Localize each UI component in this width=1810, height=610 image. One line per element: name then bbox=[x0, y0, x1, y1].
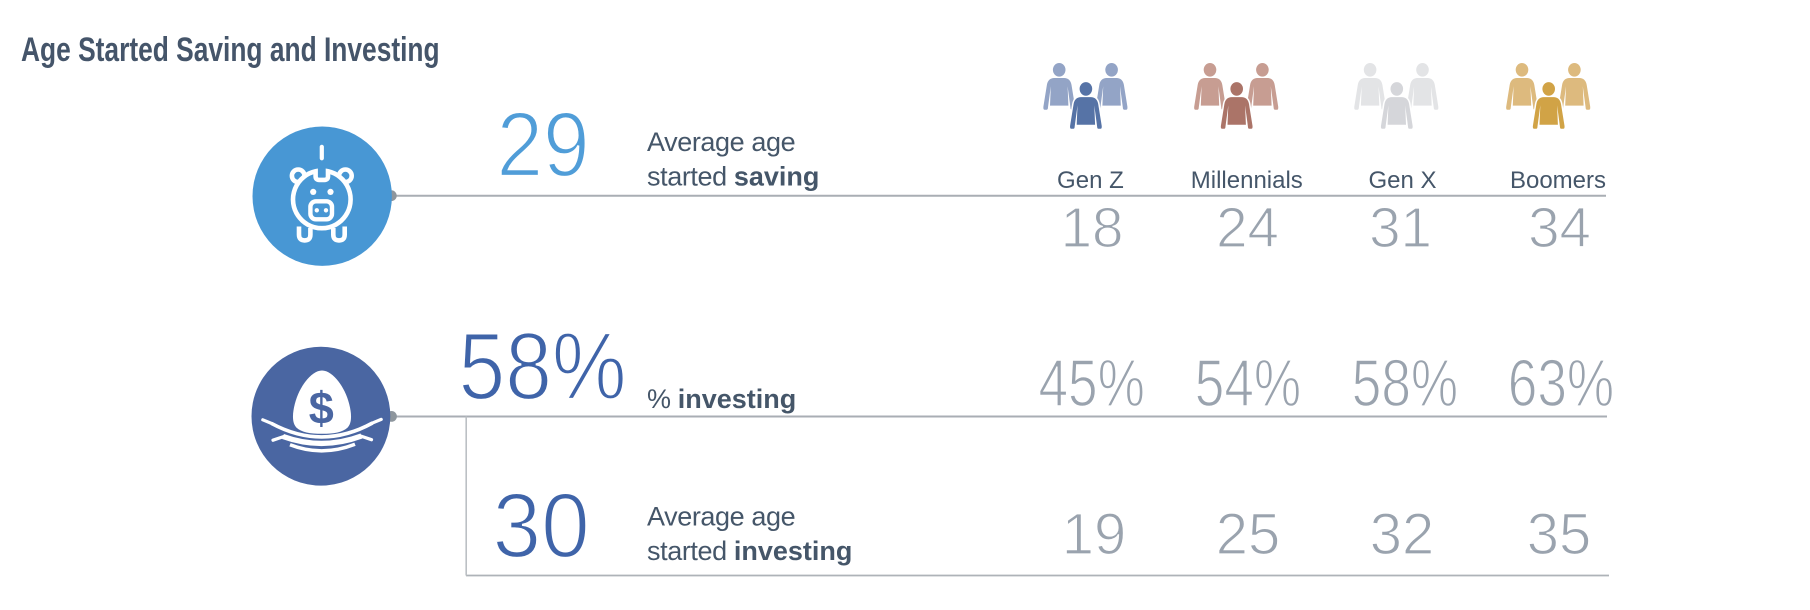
svg-text:Boomers: Boomers bbox=[1510, 167, 1606, 194]
svg-text:31: 31 bbox=[1369, 196, 1432, 259]
svg-text:% investing: % investing bbox=[647, 384, 796, 414]
svg-text:45%: 45% bbox=[1038, 345, 1144, 420]
svg-text:started saving: started saving bbox=[647, 162, 819, 192]
svg-text:35: 35 bbox=[1527, 502, 1592, 567]
svg-text:30: 30 bbox=[493, 475, 590, 578]
svg-text:24: 24 bbox=[1216, 196, 1279, 259]
svg-text:Age Started Saving and Investi: Age Started Saving and Investing bbox=[21, 31, 440, 69]
svg-text:32: 32 bbox=[1370, 502, 1435, 567]
svg-text:Gen Z: Gen Z bbox=[1057, 167, 1124, 194]
svg-text:$: $ bbox=[309, 383, 334, 434]
svg-text:58%: 58% bbox=[459, 313, 627, 420]
svg-text:25: 25 bbox=[1216, 502, 1281, 567]
svg-text:29: 29 bbox=[497, 92, 590, 196]
svg-text:63%: 63% bbox=[1508, 345, 1614, 420]
svg-text:Average age: Average age bbox=[647, 502, 795, 532]
svg-text:58%: 58% bbox=[1352, 345, 1458, 420]
svg-text:18: 18 bbox=[1061, 196, 1124, 259]
svg-text:54%: 54% bbox=[1195, 345, 1301, 420]
svg-text:Average age: Average age bbox=[647, 127, 795, 157]
svg-text:Millennials: Millennials bbox=[1191, 167, 1303, 194]
svg-text:Gen X: Gen X bbox=[1368, 167, 1436, 194]
svg-text:started investing: started investing bbox=[647, 536, 852, 566]
svg-text:19: 19 bbox=[1062, 502, 1127, 567]
svg-text:34: 34 bbox=[1528, 196, 1591, 259]
